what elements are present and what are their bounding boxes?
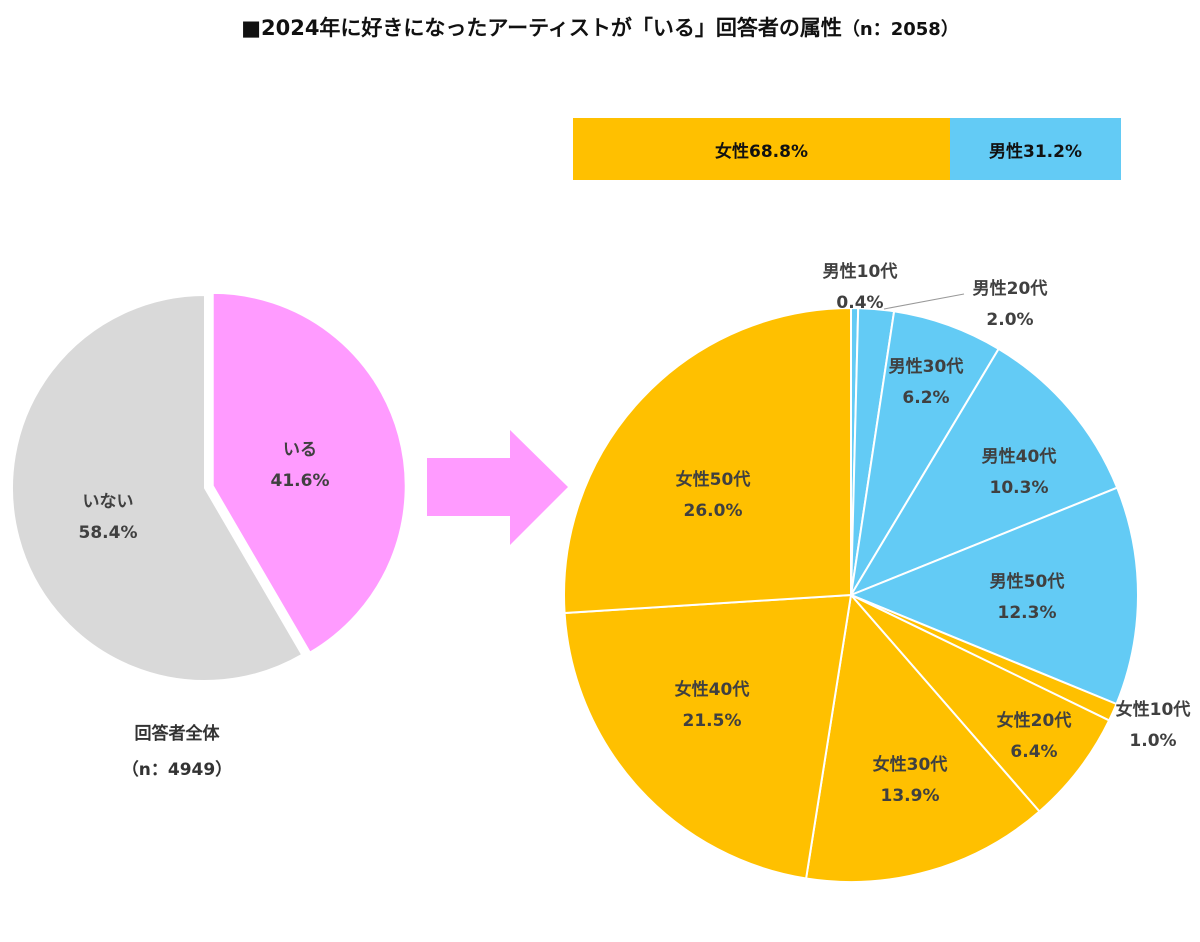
arrow-right-icon: [427, 430, 568, 545]
gender-bar-segment-female: 女性68.8%: [573, 118, 951, 180]
attribute-pie-label-9-value: 26.0%: [684, 501, 743, 521]
gender-stacked-bar: 女性68.8% 男性31.2%: [573, 118, 1121, 180]
attribute-pie-slice-6: [850, 594, 1111, 813]
gender-bar-segment-male: 男性31.2%: [950, 118, 1121, 180]
attribute-pie-label-1-value: 2.0%: [986, 310, 1033, 330]
attribute-pie-label-3: 男性40代 10.3%: [982, 446, 1057, 498]
attribute-pie-slice-8: [563, 593, 853, 880]
chart-title-n: （n：2058）: [841, 19, 959, 40]
overall-caption-n: （n：4949）: [121, 760, 233, 780]
attribute-pie-label-4-value: 12.3%: [998, 603, 1057, 623]
attribute-pie-label-2-value: 6.2%: [902, 388, 949, 408]
attribute-pie-labels: 男性10代 0.4% 男性20代 2.0% 男性30代 6.2% 男性40代 10.3% 男性5…: [675, 261, 1191, 806]
gender-bar-label-female: 女性68.8%: [715, 141, 808, 162]
attribute-pie-label-1-name: 男性20代: [973, 278, 1048, 299]
attribute-pie: [563, 306, 1140, 883]
attribute-pie-label-0-value: 0.4%: [836, 293, 883, 313]
attribute-pie-slice-9: [563, 306, 852, 615]
attribute-pie-label-6-name: 女性20代: [997, 710, 1072, 731]
attribute-pie-label-6: 女性20代 6.4%: [997, 710, 1072, 762]
attribute-pie-label-5-value: 1.0%: [1129, 731, 1176, 751]
attribute-pie-label-8-name: 女性40代: [675, 679, 750, 700]
attribute-pie-label-5: 女性10代 1.0%: [1116, 699, 1191, 751]
overall-pie-caption: 回答者全体 （n：4949）: [92, 716, 262, 788]
attribute-pie-label-4-name: 男性50代: [990, 571, 1065, 592]
attribute-pie-label-6-value: 6.4%: [1010, 742, 1057, 762]
attribute-pie-label-3-name: 男性40代: [982, 446, 1057, 467]
attribute-pie-label-9-name: 女性50代: [676, 469, 751, 490]
attribute-pie-leader-line: [883, 293, 965, 310]
attribute-pie-label-4: 男性50代 12.3%: [990, 571, 1065, 623]
overall-pie-label-1-value: 58.4%: [79, 523, 138, 543]
attribute-pie-label-5-name: 女性10代: [1116, 699, 1191, 720]
overall-pie-slice-1: [11, 293, 304, 682]
chart-title: ■2024年に好きになったアーティストが「いる」回答者の属性（n：2058）: [0, 12, 1200, 42]
overall-pie-slice-0: [211, 291, 407, 655]
overall-pie: いる 41.6% いない 58.4%: [11, 291, 407, 682]
attribute-pie-label-1: 男性20代 2.0%: [973, 278, 1048, 330]
attribute-pie-slice-4: [848, 486, 1140, 706]
attribute-pie-label-7-value: 13.9%: [881, 786, 940, 806]
attribute-pie-slice-3: [848, 347, 1119, 598]
chart-title-text: ■2024年に好きになったアーティストが「いる」回答者の属性: [241, 16, 842, 40]
overall-pie-label-0: いる 41.6%: [271, 440, 330, 491]
attribute-pie-label-8: 女性40代 21.5%: [675, 679, 750, 731]
attribute-pie-label-7-name: 女性30代: [873, 754, 948, 775]
attribute-pie-label-3-value: 10.3%: [990, 478, 1049, 498]
attribute-pie-label-0: 男性10代 0.4%: [823, 261, 898, 313]
gender-bar-label-male: 男性31.2%: [989, 141, 1082, 162]
attribute-pie-label-7: 女性30代 13.9%: [873, 754, 948, 806]
overall-pie-label-1-name: いない: [83, 492, 134, 512]
overall-pie-label-0-value: 41.6%: [271, 471, 330, 491]
attribute-pie-slice-7: [804, 592, 1041, 883]
overall-caption-label: 回答者全体: [134, 724, 220, 744]
attribute-pie-label-0-name: 男性10代: [823, 261, 898, 282]
overall-pie-label-0-name: いる: [283, 440, 317, 460]
attribute-pie-label-9: 女性50代 26.0%: [676, 469, 751, 521]
attribute-pie-label-8-value: 21.5%: [683, 711, 742, 731]
attribute-pie-label-2-name: 男性30代: [889, 356, 964, 377]
attribute-pie-label-2: 男性30代 6.2%: [889, 356, 964, 408]
overall-pie-label-1: いない 58.4%: [79, 492, 138, 543]
